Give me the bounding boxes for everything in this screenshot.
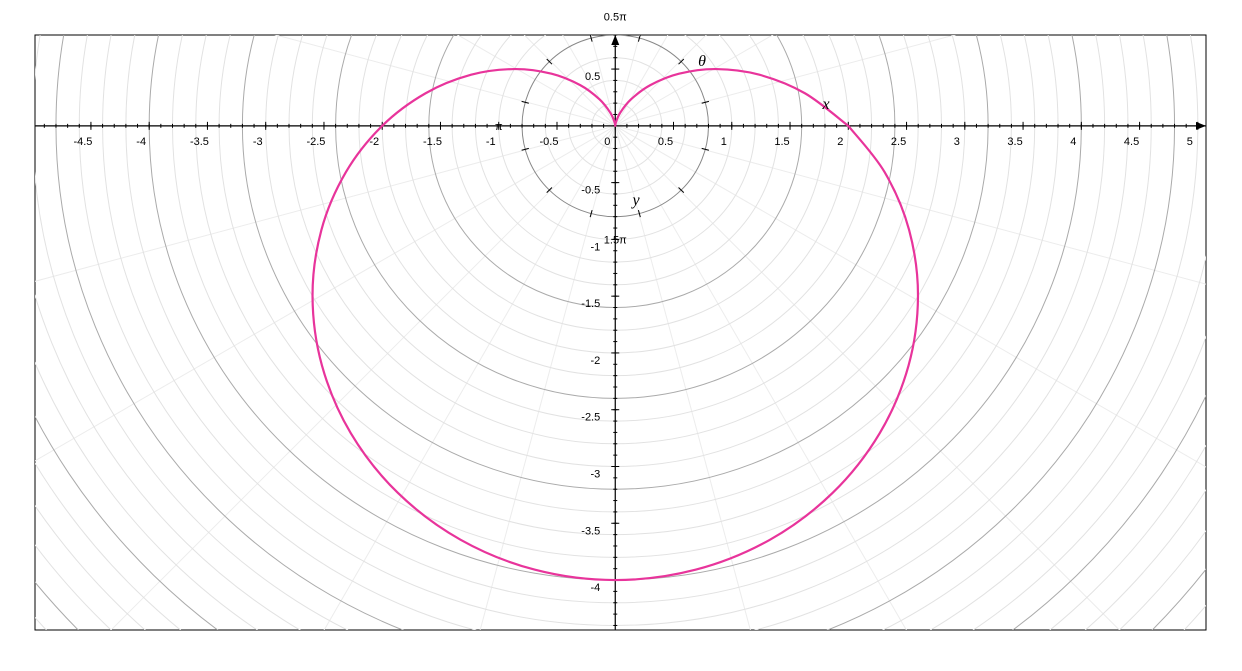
x-tick-label: 0: [604, 136, 610, 148]
y-arrow: [611, 35, 620, 45]
y-tick-label: -4: [590, 582, 600, 594]
y-tick-label: -1.5: [581, 298, 600, 310]
angle-tick: [589, 209, 593, 218]
angle-tick: [521, 100, 529, 104]
angle-tick: [701, 147, 710, 151]
angle-tick-label: 0.5π: [604, 11, 627, 23]
angle-tick: [546, 58, 553, 65]
x-tick-label: -2: [369, 136, 379, 148]
radial-line: [35, 125, 616, 282]
x-tick-label: 4: [1070, 136, 1076, 148]
y-tick-label: -2: [590, 355, 600, 367]
y-tick-label: -3.5: [581, 525, 600, 537]
x-tick-label: -3: [253, 136, 263, 148]
x-tick-label: -1.5: [423, 136, 442, 148]
y-tick-label: -2.5: [581, 412, 600, 424]
radial-line: [110, 125, 616, 630]
x-tick-label: 1.5: [774, 136, 789, 148]
angle-tick: [678, 187, 685, 194]
radial-line: [614, 125, 751, 630]
radial-line: [35, 125, 616, 462]
x-tick-label: 1: [721, 136, 727, 148]
axes: -4.5 -4 -3.5 -3 -2.5 -2 -1.5 -1 -0.5 0 0.5 1 1.5 2 2.5…: [35, 11, 1206, 630]
y-tick-label: 0.5: [585, 71, 600, 83]
angle-tick: [678, 58, 685, 65]
y-tick-label: -3: [590, 468, 600, 480]
angle-tick: [637, 35, 641, 42]
x-tick-label: -0.5: [540, 136, 559, 148]
x-arrow: [1196, 121, 1206, 130]
radial-line: [274, 35, 616, 127]
curve-layer: [311, 67, 920, 582]
x-tick-label: 5: [1187, 136, 1193, 148]
x-tick-label: -2.5: [306, 136, 325, 148]
radial-line: [615, 125, 1206, 468]
angle-tick: [637, 209, 641, 218]
y-tick-label: -1: [590, 241, 600, 253]
angle-label: θ: [698, 53, 706, 70]
radial-line: [615, 125, 1206, 285]
radial-line: [614, 125, 907, 630]
y-tick-label: -0.5: [581, 185, 600, 197]
y-axis-label: y: [630, 192, 640, 209]
radial-line: [615, 35, 957, 127]
polar-curve: [311, 67, 920, 582]
x-tick-label: 3: [954, 136, 960, 148]
x-tick-label: 0.5: [658, 136, 673, 148]
x-tick-label: 2: [837, 136, 843, 148]
radial-line: [479, 125, 616, 630]
x-tick-label: 3.5: [1007, 136, 1022, 148]
angle-tick-label: π: [495, 121, 503, 133]
radial-line: [614, 125, 1121, 630]
x-tick-label: -4.5: [73, 136, 92, 148]
angle-tick: [701, 100, 710, 104]
x-tick-label: 4.5: [1124, 136, 1139, 148]
angle-tick: [546, 187, 553, 194]
x-tick-label: -4: [136, 136, 146, 148]
radial-line: [323, 125, 616, 630]
x-tick-label: -1: [486, 136, 496, 148]
angle-tick-label: 1.5π: [604, 234, 627, 246]
angle-tick: [589, 35, 593, 42]
x-tick-label: 2.5: [891, 136, 906, 148]
x-axis-label: x: [821, 96, 829, 113]
x-tick-label: -3.5: [190, 136, 209, 148]
angle-tick: [521, 147, 529, 151]
